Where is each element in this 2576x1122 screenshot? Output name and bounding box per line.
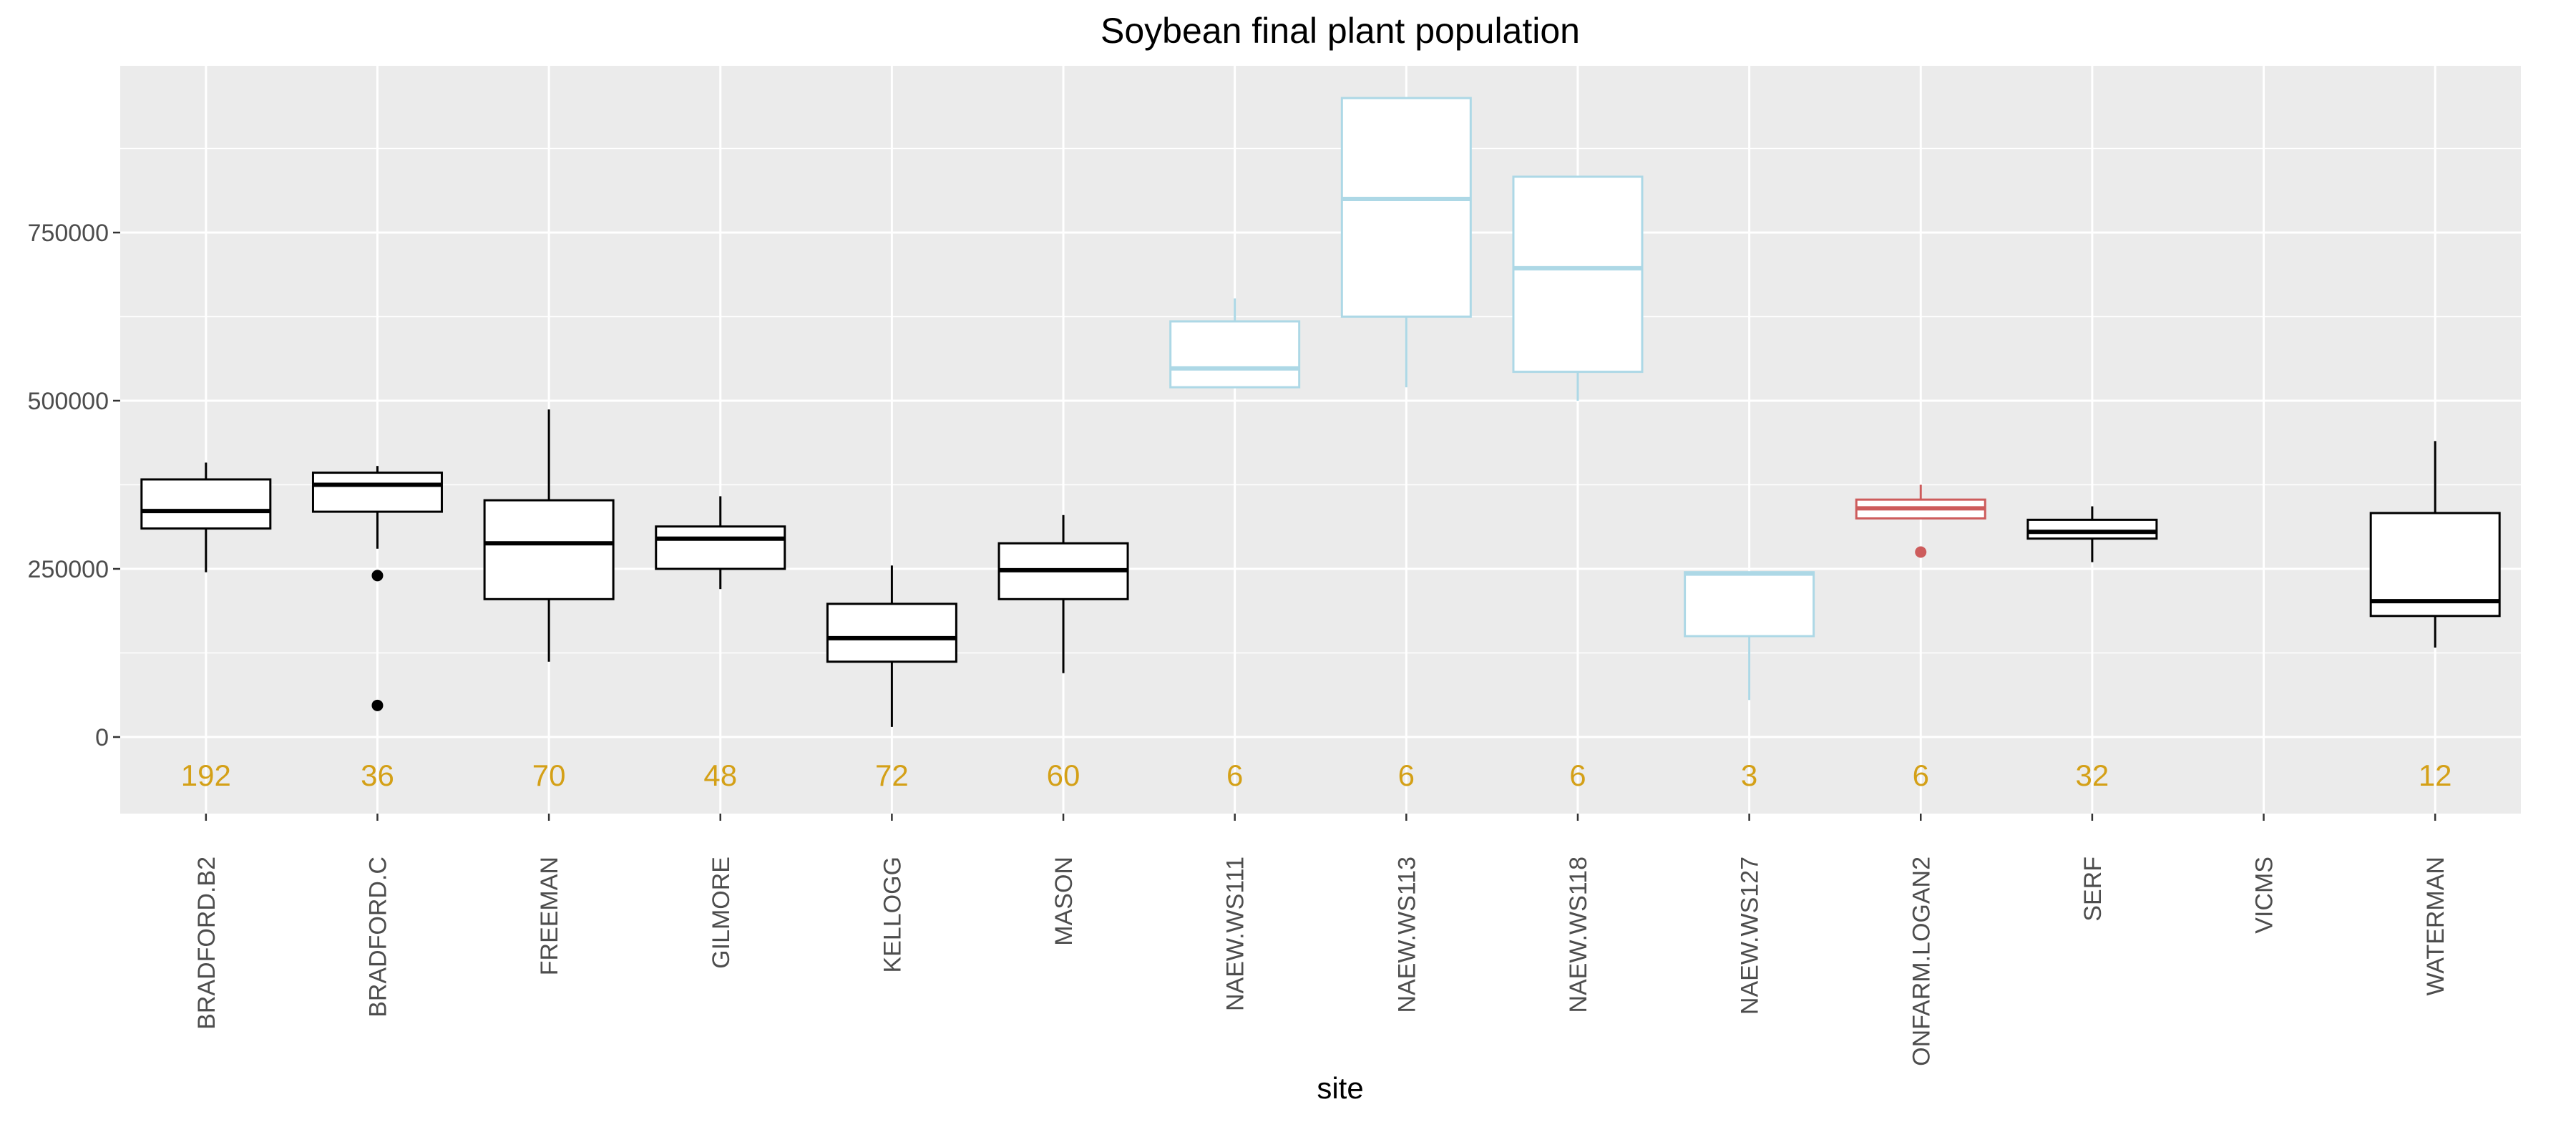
count-label: 6 <box>1913 758 1929 792</box>
box-series <box>140 97 2501 727</box>
box-body <box>1169 320 1301 389</box>
box-gilmore <box>655 496 786 590</box>
chart-title: Soybean final plant population <box>1101 11 1580 51</box>
box-onfarm-logan2 <box>1855 484 1986 558</box>
box-serf <box>2026 506 2158 562</box>
x-tick-label: MASON <box>1050 857 1078 946</box>
x-tick-label: NAEW.WS111 <box>1222 857 1249 1011</box>
y-tick-label: 500000 <box>28 388 109 415</box>
y-axis: 0 250000 500000 750000 <box>28 220 120 751</box>
x-tick-label: NAEW.WS118 <box>1565 857 1592 1013</box>
y-tick-label: 250000 <box>28 556 109 583</box>
box-freeman <box>483 409 615 662</box>
outlier-point <box>371 570 384 582</box>
box-body <box>1684 571 1815 638</box>
count-label: 12 <box>2419 758 2452 792</box>
box-body <box>483 499 615 600</box>
count-label: 6 <box>1226 758 1243 792</box>
x-tick-label: WATERMAN <box>2422 857 2449 996</box>
count-label: 36 <box>361 758 394 792</box>
count-label: 32 <box>2076 758 2109 792</box>
count-label: 3 <box>1741 758 1757 792</box>
box-bradford-c <box>311 466 443 711</box>
x-tick-label: KELLOGG <box>879 857 906 973</box>
count-label: 48 <box>703 758 737 792</box>
count-label: 6 <box>1569 758 1586 792</box>
x-tick-label: FREEMAN <box>536 857 563 975</box>
box-kellogg <box>826 565 957 727</box>
x-tick-label: SERF <box>2079 857 2107 922</box>
count-labels: 192 36 70 48 72 60 6 6 6 3 6 32 12 <box>181 758 2452 792</box>
box-waterman <box>2369 441 2501 648</box>
x-axis-label: site <box>1317 1071 1363 1105</box>
x-axis: BRADFORD.B2 BRADFORD.C FREEMAN GILMORE KELLO… <box>193 814 2449 1066</box>
box-body <box>826 603 957 663</box>
box-naew-ws111 <box>1169 298 1301 389</box>
x-tick-label: GILMORE <box>708 857 735 969</box>
box-body <box>655 525 786 570</box>
count-label: 6 <box>1398 758 1415 792</box>
outlier-point <box>1915 546 1927 558</box>
box-bradford-b2 <box>140 462 272 572</box>
x-tick-label: VICMS <box>2251 857 2278 934</box>
x-tick-label: BRADFORD.C <box>364 857 391 1018</box>
box-body <box>1512 175 1644 374</box>
box-naew-ws113 <box>1340 97 1472 388</box>
y-tick-label: 0 <box>95 724 109 751</box>
box-body <box>311 472 443 513</box>
box-body <box>1340 97 1472 318</box>
count-label: 70 <box>532 758 566 792</box>
count-label: 72 <box>875 758 909 792</box>
box-mason <box>997 514 1129 673</box>
count-label: 60 <box>1047 758 1080 792</box>
x-tick-label: BRADFORD.B2 <box>193 857 220 1030</box>
count-label: 192 <box>181 758 231 792</box>
x-tick-label: ONFARM.LOGAN2 <box>1908 857 1935 1066</box>
box-body <box>2369 512 2501 618</box>
plot-panel <box>120 66 2521 814</box>
x-tick-label: NAEW.WS127 <box>1737 857 1764 1015</box>
outlier-point <box>371 699 384 711</box>
minor-gridlines <box>120 147 2521 654</box>
box-naew-ws118 <box>1512 175 1644 401</box>
y-tick-label: 750000 <box>28 220 109 247</box>
x-tick-label: NAEW.WS113 <box>1393 857 1420 1013</box>
box-naew-ws127 <box>1684 571 1815 701</box>
box-body <box>140 478 272 530</box>
box-body <box>2026 518 2158 540</box>
